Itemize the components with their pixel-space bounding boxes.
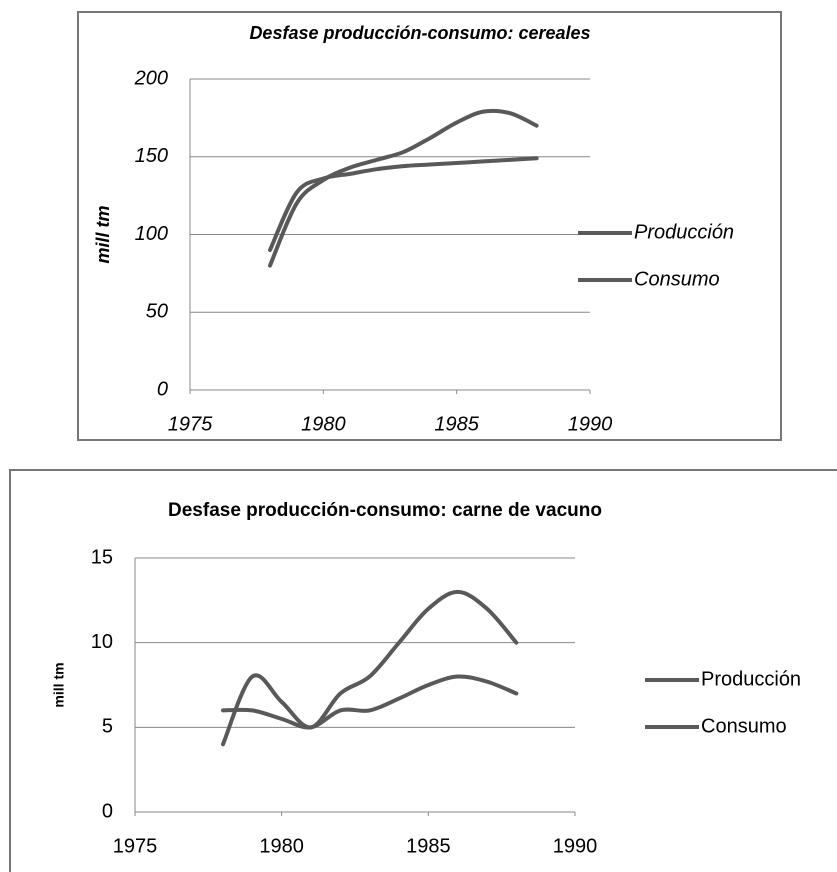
legend-label: Consumo [701, 715, 787, 737]
y-tick-label: 0 [157, 378, 168, 400]
y-tick-label: 10 [91, 631, 113, 653]
y-tick-label: 50 [146, 301, 168, 323]
chart-title: Desfase producción-consumo: cereales [249, 23, 590, 43]
line [221, 674, 519, 730]
y-tick-label: 5 [102, 716, 113, 738]
x-tick-label: 1990 [553, 835, 598, 857]
y-tick-label: 15 [91, 546, 113, 568]
legend-label: Consumo [634, 268, 720, 290]
x-tick-label: 1985 [434, 413, 479, 435]
y-axis-label: mill tm [93, 205, 113, 263]
x-tick-label: 1980 [259, 835, 304, 857]
line [268, 156, 539, 253]
y-tick-label: 200 [134, 67, 168, 89]
y-axis-label: mill tm [51, 662, 67, 707]
legend-label: Producción [701, 668, 801, 690]
x-tick-label: 1985 [406, 835, 451, 857]
y-tick-label: 0 [102, 800, 113, 822]
x-tick-label: 1980 [301, 413, 346, 435]
chart-title: Desfase producción-consumo: carne de vac… [168, 500, 602, 521]
y-tick-label: 150 [135, 145, 168, 167]
y-tick-label: 100 [135, 223, 168, 245]
chart-frame [9, 469, 837, 872]
x-tick-label: 1990 [568, 413, 613, 435]
x-tick-label: 1975 [168, 413, 213, 435]
line [268, 108, 539, 268]
chart-frame [77, 11, 782, 441]
legend-label: Producción [634, 221, 734, 243]
line [221, 589, 519, 747]
x-tick-label: 1975 [113, 835, 158, 857]
